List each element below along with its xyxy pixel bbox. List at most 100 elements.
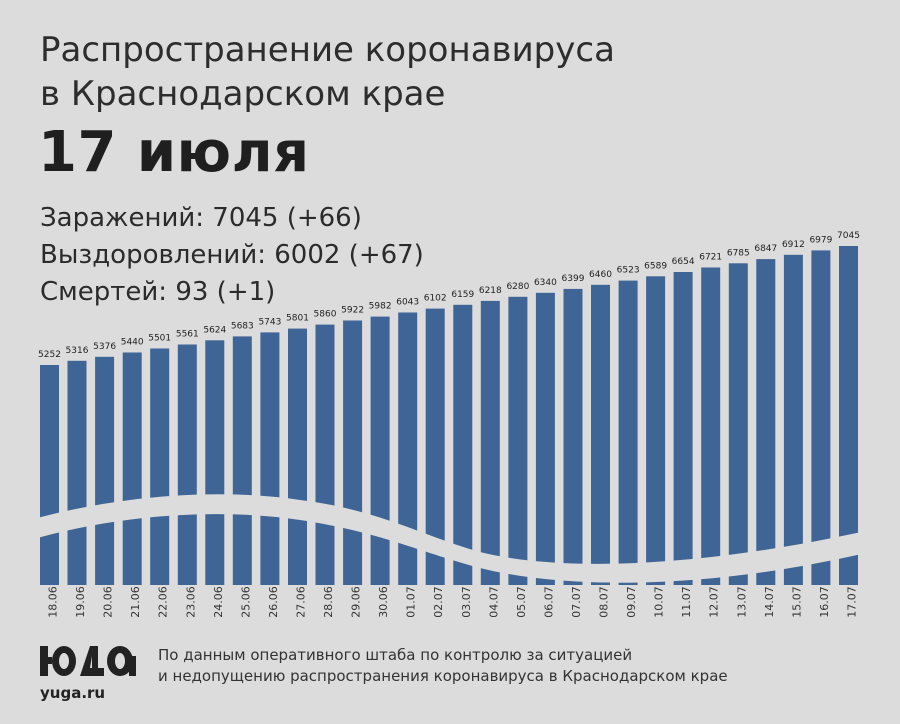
- bar-26.06: [260, 332, 280, 585]
- yuga-logo: [40, 646, 136, 676]
- x-tick-29.06: 29.06: [350, 586, 363, 618]
- x-tick-23.06: 23.06: [184, 586, 197, 618]
- data-label-17.07: 7045: [837, 231, 860, 241]
- source-note: По данным оперативного штаба по контролю…: [158, 645, 728, 687]
- bar-28.06: [315, 324, 335, 585]
- data-label-07.07: 6399: [562, 274, 585, 284]
- report-date: 17 июля: [38, 120, 310, 185]
- bar-07.07: [563, 288, 583, 585]
- data-label-11.07: 6654: [672, 257, 695, 267]
- bar-30.06: [370, 316, 390, 585]
- x-tick-26.06: 26.06: [267, 586, 280, 618]
- x-tick-01.07: 01.07: [405, 586, 418, 618]
- bar-04.07: [480, 300, 500, 585]
- x-tick-12.07: 12.07: [708, 586, 721, 618]
- bar-11.07: [673, 272, 693, 585]
- bar-02.07: [425, 308, 445, 585]
- bar-16.07: [811, 250, 831, 585]
- data-label-15.07: 6912: [782, 240, 805, 250]
- bar-25.06: [232, 336, 252, 585]
- data-label-28.06: 5860: [314, 310, 337, 320]
- x-tick-14.07: 14.07: [763, 586, 776, 618]
- x-tick-08.07: 08.07: [598, 586, 611, 618]
- x-tick-18.06: 18.06: [47, 586, 60, 618]
- bar-20.06: [95, 356, 115, 585]
- logo-site: yuga.ru: [40, 684, 106, 702]
- data-label-12.07: 6721: [699, 253, 722, 263]
- data-label-05.07: 6280: [506, 282, 529, 292]
- bar-10.07: [646, 276, 666, 585]
- bar-05.07: [508, 296, 528, 585]
- bar-14.07: [756, 259, 776, 585]
- source-line-1: По данным оперативного штаба по контролю…: [158, 646, 633, 664]
- data-label-16.07: 6979: [809, 235, 832, 245]
- data-label-01.07: 6043: [396, 298, 419, 308]
- wave-decoration: [30, 494, 870, 583]
- bar-09.07: [618, 280, 638, 585]
- x-tick-06.07: 06.07: [542, 586, 555, 618]
- x-tick-05.07: 05.07: [515, 586, 528, 618]
- x-tick-19.06: 19.06: [74, 586, 87, 618]
- x-tick-11.07: 11.07: [680, 586, 693, 618]
- data-label-04.07: 6218: [479, 286, 502, 296]
- data-label-10.07: 6589: [644, 261, 667, 271]
- data-label-06.07: 6340: [534, 278, 557, 288]
- bar-23.06: [177, 344, 197, 585]
- stat-recoveries: Выздоровлений: 6002 (+67): [40, 240, 424, 270]
- x-tick-25.06: 25.06: [239, 586, 252, 618]
- data-label-29.06: 5922: [341, 306, 364, 316]
- bar-chart: 5252 18.06 5316 19.06 5376 20.06 5440 21.06 5501…: [30, 231, 870, 618]
- bar-29.06: [343, 320, 363, 585]
- bar-18.06: [40, 365, 59, 585]
- bar-13.07: [728, 263, 748, 585]
- bar-03.07: [453, 304, 473, 585]
- x-tick-15.07: 15.07: [790, 586, 803, 618]
- data-label-30.06: 5982: [369, 302, 392, 312]
- bar-22.06: [150, 348, 170, 585]
- x-tick-21.06: 21.06: [129, 586, 142, 618]
- x-tick-09.07: 09.07: [625, 586, 638, 618]
- x-tick-20.06: 20.06: [102, 586, 115, 618]
- bar-08.07: [591, 284, 610, 585]
- data-label-21.06: 5440: [121, 338, 144, 348]
- x-tick-16.07: 16.07: [818, 586, 831, 618]
- data-label-03.07: 6159: [451, 290, 474, 300]
- data-label-02.07: 6102: [424, 294, 447, 304]
- data-label-23.06: 5561: [176, 330, 199, 340]
- x-tick-13.07: 13.07: [735, 586, 748, 618]
- bar-12.07: [701, 267, 721, 585]
- x-tick-28.06: 28.06: [322, 586, 335, 618]
- data-label-20.06: 5376: [93, 342, 116, 352]
- bar-27.06: [288, 328, 307, 585]
- bar-15.07: [783, 254, 803, 586]
- data-label-09.07: 6523: [617, 266, 640, 276]
- bar-17.07: [839, 246, 858, 585]
- x-tick-03.07: 03.07: [460, 586, 473, 618]
- x-tick-27.06: 27.06: [295, 586, 308, 618]
- stat-deaths: Смертей: 93 (+1): [40, 277, 276, 307]
- data-label-25.06: 5683: [231, 321, 254, 331]
- bar-01.07: [398, 312, 418, 585]
- x-tick-17.07: 17.07: [846, 586, 859, 618]
- chart-title: Распространение коронавируса в Краснодар…: [40, 28, 615, 116]
- bars: [40, 246, 858, 586]
- data-label-13.07: 6785: [727, 248, 750, 258]
- stat-infections: Заражений: 7045 (+66): [40, 203, 362, 233]
- title-line-2: в Краснодарском крае: [40, 74, 446, 114]
- bar-06.07: [535, 292, 555, 585]
- x-tick-07.07: 07.07: [570, 586, 583, 618]
- x-tick-30.06: 30.06: [377, 586, 390, 618]
- x-tick-24.06: 24.06: [212, 586, 225, 618]
- data-label-22.06: 5501: [148, 334, 171, 344]
- data-label-19.06: 5316: [66, 346, 89, 356]
- x-tick-02.07: 02.07: [432, 586, 445, 618]
- bar-24.06: [205, 340, 225, 585]
- data-label-14.07: 6847: [754, 244, 777, 254]
- x-tick-10.07: 10.07: [653, 586, 666, 618]
- bar-19.06: [67, 360, 87, 585]
- data-label-08.07: 6460: [589, 270, 612, 280]
- data-label-24.06: 5624: [203, 325, 226, 335]
- bar-21.06: [122, 352, 142, 585]
- stats-block: Заражений: 7045 (+66) Выздоровлений: 600…: [40, 200, 424, 311]
- source-line-2: и недопущению распространения коронавиру…: [158, 667, 728, 685]
